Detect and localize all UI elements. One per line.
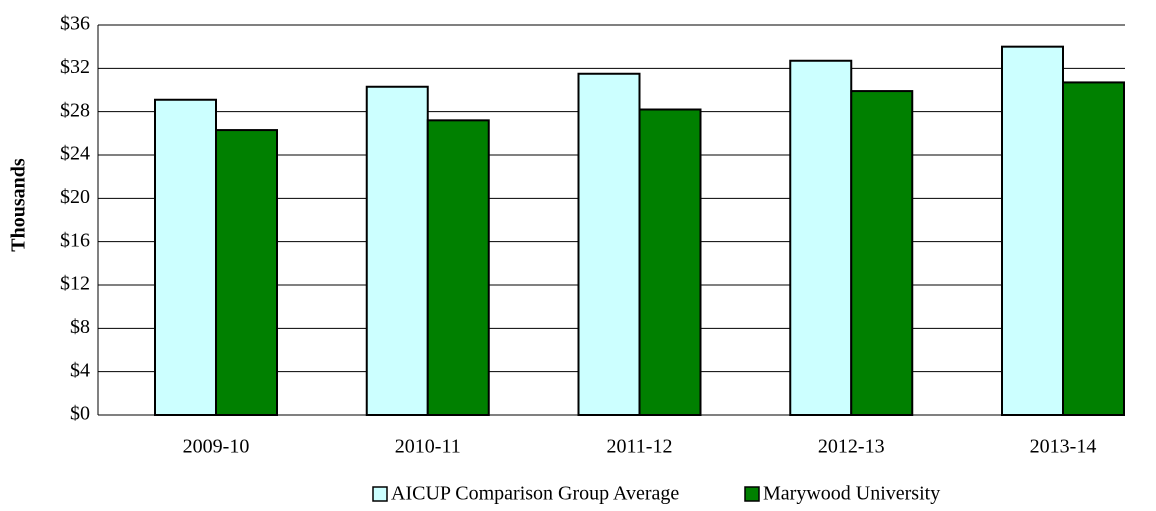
x-tick-label: 2009-10 bbox=[183, 436, 250, 458]
y-tick-label: $20 bbox=[60, 186, 90, 208]
y-tick-label: $0 bbox=[70, 403, 90, 425]
bar bbox=[215, 129, 278, 416]
legend-label: Marywood University bbox=[763, 483, 940, 505]
y-tick-label: $32 bbox=[60, 56, 90, 78]
y-tick-label: $36 bbox=[60, 13, 90, 35]
y-tick-label: $28 bbox=[60, 99, 90, 121]
y-tick-label: $8 bbox=[70, 316, 90, 338]
bar bbox=[638, 108, 702, 416]
bar bbox=[789, 59, 853, 416]
x-tick-label: 2012-13 bbox=[818, 436, 885, 458]
x-tick-label: 2010-11 bbox=[395, 436, 461, 458]
legend-swatch bbox=[372, 486, 388, 502]
x-tick-label: 2013-14 bbox=[1030, 436, 1097, 458]
y-tick-label: $24 bbox=[60, 143, 90, 165]
y-tick-label: $16 bbox=[60, 229, 90, 251]
x-tick-label: 2011-12 bbox=[607, 436, 673, 458]
y-axis-label: Thousands bbox=[8, 158, 30, 252]
bar bbox=[154, 98, 217, 416]
bar bbox=[1062, 81, 1125, 417]
bar bbox=[850, 90, 914, 416]
legend-label: AICUP Comparison Group Average bbox=[391, 483, 679, 505]
bar bbox=[577, 72, 641, 416]
y-tick-label: $12 bbox=[60, 273, 90, 295]
bar bbox=[365, 85, 429, 416]
legend-swatch bbox=[744, 486, 760, 502]
bar bbox=[1001, 45, 1064, 417]
y-tick-label: $4 bbox=[70, 359, 90, 381]
bar bbox=[426, 119, 490, 416]
